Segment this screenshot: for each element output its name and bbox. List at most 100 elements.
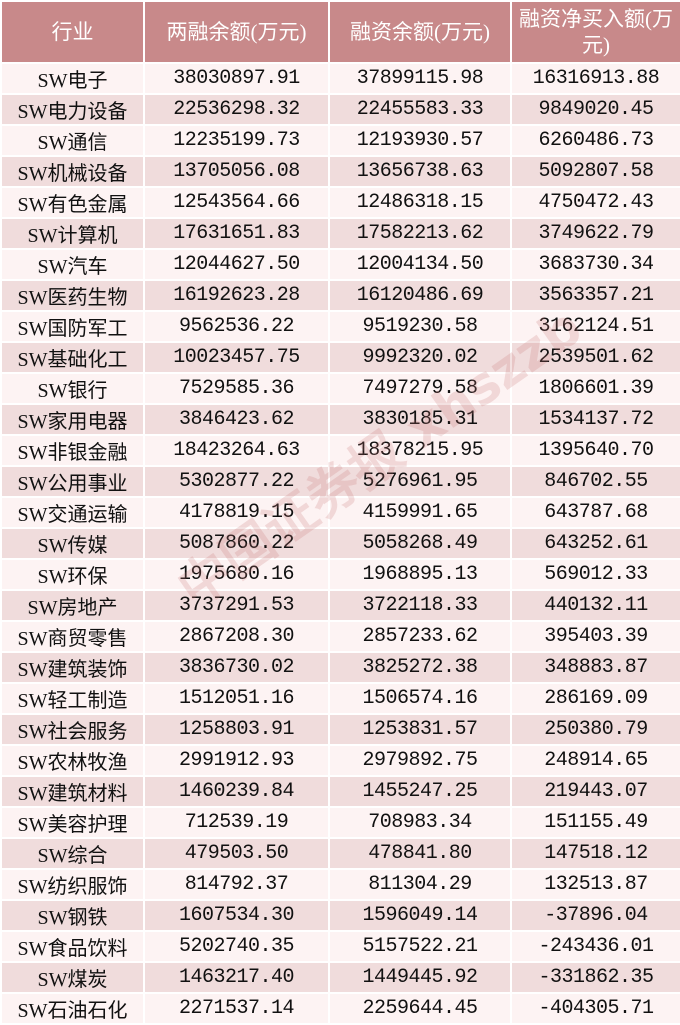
margin-total-cell: 3846423.62 (143, 403, 330, 436)
margin-total-cell: 5087860.22 (143, 527, 330, 560)
table-row: SW社会服务 1258803.91 1253831.57 250380.79 (0, 713, 680, 746)
margin-total-cell: 18423264.63 (143, 434, 330, 467)
margin-total-cell: 16192623.28 (143, 279, 330, 312)
net-buy-cell: -243436.01 (510, 930, 680, 963)
financing-balance-cell: 12004134.50 (328, 248, 512, 281)
margin-total-cell: 814792.37 (143, 868, 330, 901)
margin-total-cell: 5302877.22 (143, 465, 330, 498)
financing-balance-cell: 12193930.57 (328, 124, 512, 157)
table-row: SW机械设备 13705056.08 13656738.63 5092807.58 (0, 155, 680, 188)
margin-total-cell: 2867208.30 (143, 620, 330, 653)
industry-cell: SW社会服务 (0, 713, 145, 746)
industry-cell: SW商贸零售 (0, 620, 145, 653)
table-row: SW通信 12235199.73 12193930.57 6260486.73 (0, 124, 680, 157)
net-buy-cell: 250380.79 (510, 713, 680, 746)
financing-balance-cell: 17582213.62 (328, 217, 512, 250)
financing-balance-cell: 1455247.25 (328, 775, 512, 808)
table-row: SW公用事业 5302877.22 5276961.95 846702.55 (0, 465, 680, 498)
header-financing-balance: 融资余额(万元) (328, 0, 512, 64)
industry-cell: SW建筑材料 (0, 775, 145, 808)
margin-total-cell: 1460239.84 (143, 775, 330, 808)
industry-cell: SW钢铁 (0, 899, 145, 932)
financing-balance-cell: 12486318.15 (328, 186, 512, 219)
financing-balance-cell: 18378215.95 (328, 434, 512, 467)
financing-balance-cell: 1968895.13 (328, 558, 512, 591)
margin-total-cell: 1512051.16 (143, 682, 330, 715)
table-row: SW钢铁 1607534.30 1596049.14 -37896.04 (0, 899, 680, 932)
financing-balance-cell: 9519230.58 (328, 310, 512, 343)
table-row: SW有色金属 12543564.66 12486318.15 4750472.43 (0, 186, 680, 219)
table-row: SW银行 7529585.36 7497279.58 1806601.39 (0, 372, 680, 405)
industry-cell: SW农林牧渔 (0, 744, 145, 777)
table-row: SW建筑装饰 3836730.02 3825272.38 348883.87 (0, 651, 680, 684)
net-buy-cell: 16316913.88 (510, 62, 680, 95)
table-row: SW传媒 5087860.22 5058268.49 643252.61 (0, 527, 680, 560)
industry-cell: SW机械设备 (0, 155, 145, 188)
net-buy-cell: 151155.49 (510, 806, 680, 839)
net-buy-cell: 132513.87 (510, 868, 680, 901)
table-row: SW国防军工 9562536.22 9519230.58 3162124.51 (0, 310, 680, 343)
net-buy-cell: 1806601.39 (510, 372, 680, 405)
net-buy-cell: 9849020.45 (510, 93, 680, 126)
margin-total-cell: 12044627.50 (143, 248, 330, 281)
table-row: SW非银金融 18423264.63 18378215.95 1395640.70 (0, 434, 680, 467)
table-row: SW交通运输 4178819.15 4159991.65 643787.68 (0, 496, 680, 529)
net-buy-cell: 1395640.70 (510, 434, 680, 467)
industry-cell: SW基础化工 (0, 341, 145, 374)
net-buy-cell: 219443.07 (510, 775, 680, 808)
margin-total-cell: 5202740.35 (143, 930, 330, 963)
table-row: SW电子 38030897.91 37899115.98 16316913.88 (0, 62, 680, 95)
net-buy-cell: 6260486.73 (510, 124, 680, 157)
net-buy-cell: 3162124.51 (510, 310, 680, 343)
margin-total-cell: 7529585.36 (143, 372, 330, 405)
net-buy-cell: 3749622.79 (510, 217, 680, 250)
industry-cell: SW有色金属 (0, 186, 145, 219)
table-row: SW建筑材料 1460239.84 1455247.25 219443.07 (0, 775, 680, 808)
net-buy-cell: 248914.65 (510, 744, 680, 777)
industry-cell: SW轻工制造 (0, 682, 145, 715)
table-row: SW医药生物 16192623.28 16120486.69 3563357.21 (0, 279, 680, 312)
margin-total-cell: 10023457.75 (143, 341, 330, 374)
financing-balance-cell: 7497279.58 (328, 372, 512, 405)
financing-balance-cell: 37899115.98 (328, 62, 512, 95)
margin-total-cell: 3737291.53 (143, 589, 330, 622)
table-row: SW家用电器 3846423.62 3830185.31 1534137.72 (0, 403, 680, 436)
net-buy-cell: 643787.68 (510, 496, 680, 529)
net-buy-cell: 286169.09 (510, 682, 680, 715)
financing-balance-cell: 5157522.21 (328, 930, 512, 963)
financing-balance-cell: 5276961.95 (328, 465, 512, 498)
net-buy-cell: 147518.12 (510, 837, 680, 870)
industry-cell: SW食品饮料 (0, 930, 145, 963)
industry-cell: SW传媒 (0, 527, 145, 560)
industry-cell: SW汽车 (0, 248, 145, 281)
industry-cell: SW房地产 (0, 589, 145, 622)
net-buy-cell: 846702.55 (510, 465, 680, 498)
table-row: SW汽车 12044627.50 12004134.50 3683730.34 (0, 248, 680, 281)
table-row: SW综合 479503.50 478841.80 147518.12 (0, 837, 680, 870)
industry-cell: SW通信 (0, 124, 145, 157)
financing-balance-cell: 9992320.02 (328, 341, 512, 374)
table-body: SW电子 38030897.91 37899115.98 16316913.88 SW电… (0, 62, 680, 1025)
table-row: SW美容护理 712539.19 708983.34 151155.49 (0, 806, 680, 839)
financing-balance-cell: 2259644.45 (328, 992, 512, 1025)
table-row: SW计算机 17631651.83 17582213.62 3749622.79 (0, 217, 680, 250)
financing-balance-cell: 5058268.49 (328, 527, 512, 560)
margin-total-cell: 38030897.91 (143, 62, 330, 95)
financing-balance-cell: 2857233.62 (328, 620, 512, 653)
financing-balance-cell: 1506574.16 (328, 682, 512, 715)
financing-balance-cell: 22455583.33 (328, 93, 512, 126)
industry-cell: SW综合 (0, 837, 145, 870)
net-buy-cell: 4750472.43 (510, 186, 680, 219)
margin-total-cell: 1607534.30 (143, 899, 330, 932)
industry-cell: SW家用电器 (0, 403, 145, 436)
table-row: SW食品饮料 5202740.35 5157522.21 -243436.01 (0, 930, 680, 963)
industry-cell: SW纺织服饰 (0, 868, 145, 901)
table-row: SW电力设备 22536298.32 22455583.33 9849020.45 (0, 93, 680, 126)
table-row: SW商贸零售 2867208.30 2857233.62 395403.39 (0, 620, 680, 653)
net-buy-cell: 395403.39 (510, 620, 680, 653)
margin-total-cell: 4178819.15 (143, 496, 330, 529)
table-row: SW房地产 3737291.53 3722118.33 440132.11 (0, 589, 680, 622)
industry-cell: SW环保 (0, 558, 145, 591)
net-buy-cell: 569012.33 (510, 558, 680, 591)
